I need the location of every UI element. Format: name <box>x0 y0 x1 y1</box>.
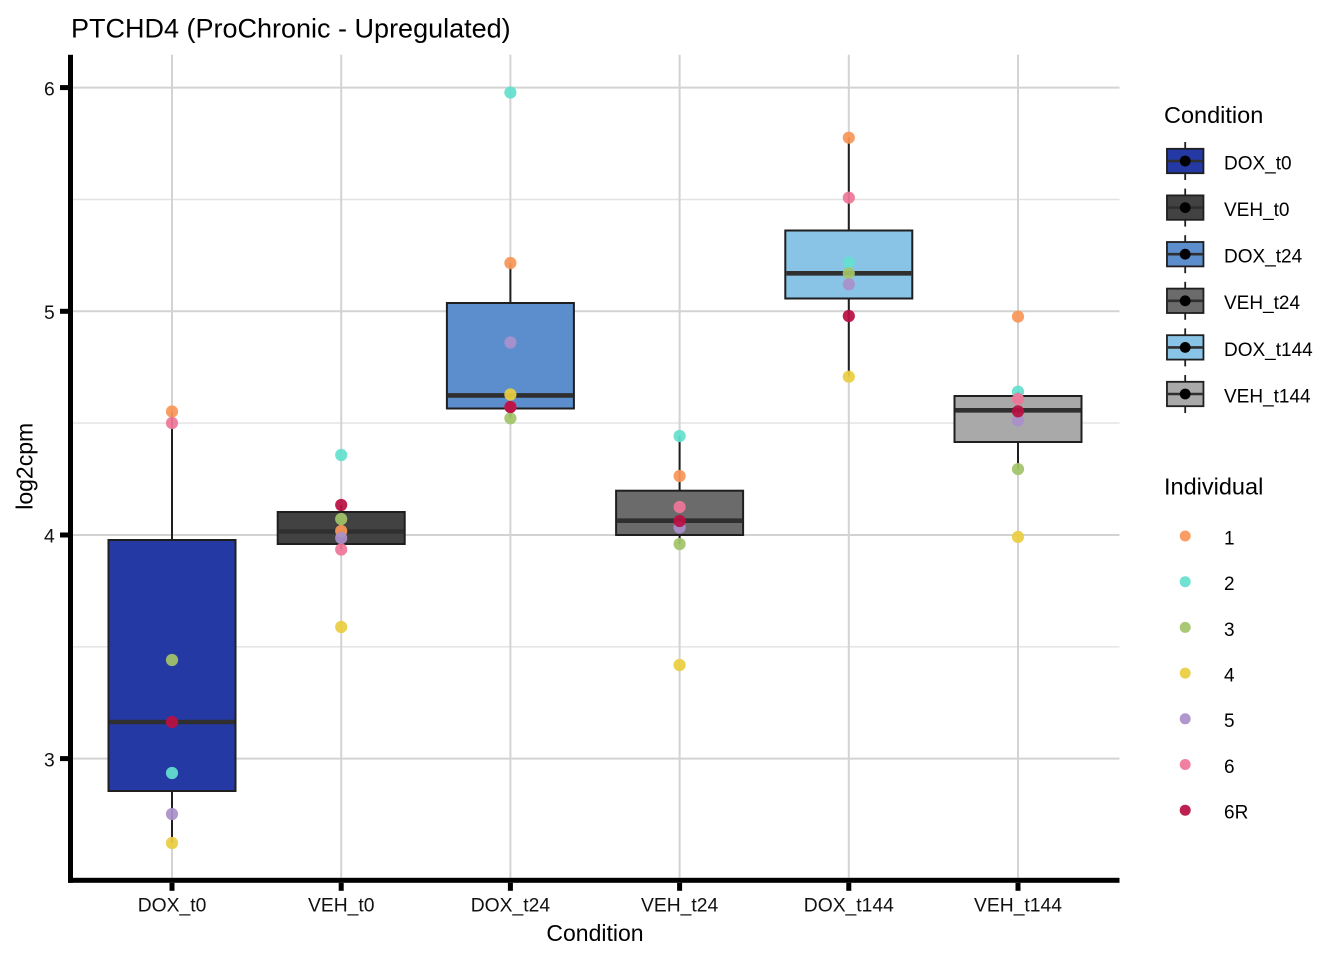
svg-text:4: 4 <box>1224 666 1235 687</box>
svg-text:6: 6 <box>44 79 55 100</box>
svg-text:DOX_t144: DOX_t144 <box>804 895 894 916</box>
svg-text:log2cpm: log2cpm <box>12 423 38 510</box>
svg-text:Condition: Condition <box>1164 102 1263 128</box>
svg-text:6R: 6R <box>1224 803 1248 824</box>
svg-text:1: 1 <box>1224 528 1235 549</box>
svg-text:VEH_t144: VEH_t144 <box>974 895 1062 916</box>
svg-text:VEH_t144: VEH_t144 <box>1224 386 1311 407</box>
svg-text:6: 6 <box>1224 757 1235 778</box>
svg-text:DOX_t24: DOX_t24 <box>471 895 551 916</box>
svg-text:DOX_t0: DOX_t0 <box>1224 153 1292 174</box>
svg-text:3: 3 <box>1224 620 1235 641</box>
svg-text:Individual: Individual <box>1164 474 1263 500</box>
svg-text:2: 2 <box>1224 574 1235 595</box>
svg-text:DOX_t24: DOX_t24 <box>1224 247 1303 268</box>
svg-text:VEH_t24: VEH_t24 <box>1224 293 1300 314</box>
svg-text:VEH_t24: VEH_t24 <box>641 895 718 916</box>
svg-text:5: 5 <box>44 303 55 324</box>
svg-text:3: 3 <box>44 750 55 771</box>
svg-text:VEH_t0: VEH_t0 <box>308 895 374 916</box>
svg-text:VEH_t0: VEH_t0 <box>1224 200 1289 221</box>
svg-text:DOX_t144: DOX_t144 <box>1224 340 1313 361</box>
svg-text:PTCHD4 (ProChronic - Upregulat: PTCHD4 (ProChronic - Upregulated) <box>71 14 511 44</box>
svg-text:4: 4 <box>44 527 55 548</box>
svg-text:DOX_t0: DOX_t0 <box>138 895 207 916</box>
svg-text:5: 5 <box>1224 711 1235 732</box>
svg-text:Condition: Condition <box>546 920 643 946</box>
